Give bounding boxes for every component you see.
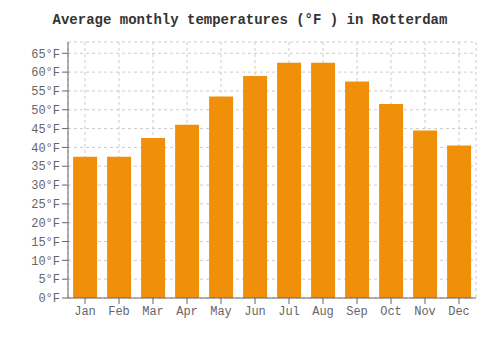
svg-text:55°F: 55°F	[31, 85, 60, 99]
svg-text:50°F: 50°F	[31, 104, 60, 118]
svg-text:Mar: Mar	[142, 305, 164, 319]
svg-text:Dec: Dec	[448, 305, 470, 319]
svg-text:60°F: 60°F	[31, 66, 60, 80]
svg-text:Nov: Nov	[414, 305, 436, 319]
svg-text:65°F: 65°F	[31, 48, 60, 62]
svg-text:30°F: 30°F	[31, 179, 60, 193]
svg-text:Sep: Sep	[346, 305, 368, 319]
svg-text:Jun: Jun	[244, 305, 266, 319]
svg-text:40°F: 40°F	[31, 142, 60, 156]
svg-text:20°F: 20°F	[31, 217, 60, 231]
svg-text:10°F: 10°F	[31, 255, 60, 269]
svg-text:25°F: 25°F	[31, 198, 60, 212]
svg-text:Aug: Aug	[312, 305, 334, 319]
svg-text:Jan: Jan	[74, 305, 96, 319]
svg-text:Oct: Oct	[380, 305, 402, 319]
svg-text:Apr: Apr	[176, 305, 198, 319]
html-text:Average monthly temperatures (: Average monthly temperatures (°F ) in Ro…	[52, 12, 448, 28]
svg-text:5°F: 5°F	[38, 273, 60, 287]
svg-text:15°F: 15°F	[31, 236, 60, 250]
svg-text:Jul: Jul	[278, 305, 300, 319]
svg-text:Feb: Feb	[108, 305, 130, 319]
svg-text:May: May	[210, 305, 232, 319]
svg-text:0°F: 0°F	[38, 292, 60, 306]
svg-text:45°F: 45°F	[31, 123, 60, 137]
svg-text:35°F: 35°F	[31, 160, 60, 174]
